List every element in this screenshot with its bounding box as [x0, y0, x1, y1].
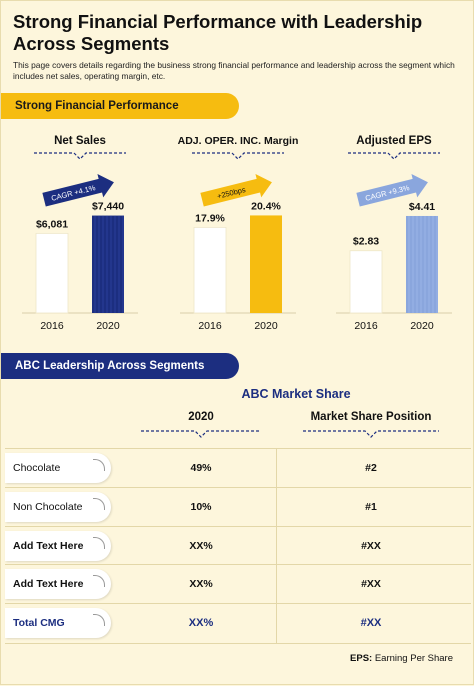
row-label: Chocolate	[5, 453, 111, 483]
growth-arrow: +250bps	[200, 174, 272, 207]
data-label: 20.4%	[251, 200, 281, 212]
footnote-text: Earning Per Share	[372, 653, 453, 664]
data-label: $6,081	[36, 218, 68, 230]
table-column-divider	[276, 448, 277, 643]
chart-title-divider	[34, 152, 126, 160]
chart-2: ADJ. OPER. INC. Margin 17.9% 2016 20.4% 2020…	[178, 135, 299, 332]
market-share-title: ABC Market Share	[241, 387, 351, 401]
cell-position: #XX	[361, 578, 381, 590]
column-header-2020: 2020	[188, 411, 214, 423]
row-label: Add Text Here	[5, 569, 111, 599]
page-subtitle: This page covers details regarding the b…	[13, 60, 455, 81]
row-label: Non Chocolate	[5, 492, 111, 522]
column-header-position: Market Share Position	[310, 411, 432, 423]
row-label-accent	[93, 498, 105, 510]
data-label: $2.83	[353, 236, 379, 248]
cell-position: #XX	[360, 617, 382, 629]
row-label: Total CMG	[5, 608, 111, 638]
tick-label: 2016	[40, 320, 64, 332]
row-label-accent	[93, 537, 105, 549]
chart-title: Net Sales	[54, 135, 106, 147]
data-label: $4.41	[409, 201, 435, 213]
cell-position: #XX	[361, 540, 381, 552]
section-banner-leadership: ABC Leadership Across Segments	[1, 353, 239, 379]
row-label: Add Text Here	[5, 531, 111, 561]
tick-label: 2016	[198, 320, 222, 332]
cell-position: #2	[365, 462, 377, 474]
table-row-divider	[5, 526, 471, 527]
cell-share: XX%	[188, 617, 214, 629]
chart-title-divider	[192, 152, 284, 160]
cell-share: 49%	[190, 462, 212, 474]
section-banner-performance: Strong Financial Performance	[1, 93, 239, 119]
cell-share: 10%	[190, 501, 212, 513]
tick-label: 2016	[354, 320, 378, 332]
page-title: Strong Financial Performance with Leader…	[13, 11, 423, 54]
cell-share: XX%	[189, 540, 213, 552]
data-label: 17.9%	[195, 212, 225, 224]
column-header-divider	[303, 430, 439, 438]
footnote: EPS: Earning Per Share	[350, 653, 453, 664]
row-label-accent	[93, 614, 105, 626]
table-row-divider	[5, 564, 471, 565]
bar-2020	[250, 215, 282, 313]
column-header-divider	[141, 430, 261, 438]
chart-title: ADJ. OPER. INC. Margin	[178, 135, 299, 147]
bar-2016	[193, 226, 227, 314]
row-label-accent	[93, 575, 105, 587]
arrow-shape	[200, 174, 272, 207]
tick-label: 2020	[254, 320, 278, 332]
tick-label: 2020	[410, 320, 434, 332]
table-row-divider	[5, 448, 471, 449]
footnote-abbr: EPS:	[350, 653, 373, 664]
arrow-shape	[42, 174, 114, 207]
arrow-shape	[356, 174, 428, 207]
cell-position: #1	[365, 501, 377, 513]
table-row-divider	[5, 487, 471, 488]
row-label-accent	[93, 459, 105, 471]
bar-2016	[349, 250, 383, 314]
cell-share: XX%	[189, 578, 213, 590]
chart-title: Adjusted EPS	[356, 135, 432, 147]
table-row-divider	[5, 643, 471, 644]
data-label: $7,440	[92, 201, 124, 213]
chart-title-divider	[348, 152, 440, 160]
table-row-divider	[5, 603, 471, 604]
tick-label: 2020	[96, 320, 120, 332]
bar-2016	[35, 232, 69, 314]
